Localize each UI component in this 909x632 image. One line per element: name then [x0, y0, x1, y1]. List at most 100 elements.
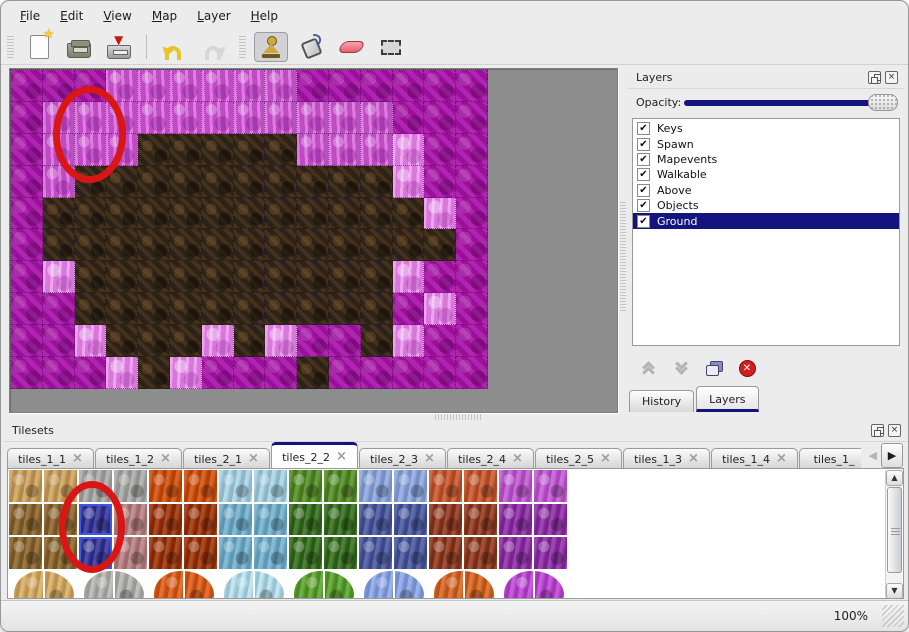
- map-tile-pink-rock[interactable]: [360, 101, 393, 134]
- tileset-tile-ember[interactable]: [429, 503, 462, 535]
- map-tile-dark-magenta-scale[interactable]: [11, 357, 43, 389]
- tileset-tile-ember[interactable]: [464, 503, 497, 535]
- tileset-tile-ice[interactable]: [219, 503, 252, 535]
- map-tile-dark-magenta-scale[interactable]: [297, 70, 329, 102]
- tileset-blob-cell[interactable]: [289, 571, 359, 598]
- map-tile-dark-brown-rock[interactable]: [265, 229, 298, 262]
- map-tile-bright-pink-rock[interactable]: [424, 293, 457, 326]
- tileset-tile-ember[interactable]: [429, 537, 462, 569]
- map-tile-bright-pink-rock[interactable]: [392, 133, 425, 166]
- map-tile-dark-brown-rock[interactable]: [233, 165, 266, 198]
- tileset-tile-ice[interactable]: [219, 537, 252, 569]
- layer-row-objects[interactable]: ✔ Objects: [633, 198, 899, 213]
- scrollbar-up-icon[interactable]: ▲: [886, 470, 903, 486]
- menu-map[interactable]: Map: [151, 8, 178, 23]
- map-tile-dark-magenta-scale[interactable]: [11, 101, 43, 134]
- tileset-scrollbar[interactable]: ▲ ▼: [885, 470, 903, 598]
- map-tile-pink-rock[interactable]: [138, 70, 170, 102]
- tileset-tile-lava[interactable]: [149, 537, 182, 569]
- map-tile-dark-magenta-scale[interactable]: [11, 197, 43, 230]
- tileset-tile-sand[interactable]: [9, 503, 42, 535]
- layer-visibility-checkbox[interactable]: ✔: [637, 199, 650, 213]
- stamp-tool-button[interactable]: [254, 32, 288, 62]
- tileset-tile-web[interactable]: [534, 470, 567, 502]
- map-tile-bright-pink-rock[interactable]: [42, 261, 75, 294]
- toolbar-drag-handle[interactable]: [239, 36, 246, 58]
- tileset-tile-web[interactable]: [499, 503, 532, 535]
- save-button[interactable]: [102, 32, 136, 62]
- map-tile-dark-magenta-scale[interactable]: [233, 357, 266, 389]
- map-tile-dark-brown-rock[interactable]: [138, 357, 170, 389]
- map-tile-dark-brown-rock[interactable]: [169, 261, 202, 294]
- float-panel-icon[interactable]: [868, 71, 881, 84]
- map-tile-dark-brown-rock[interactable]: [233, 261, 266, 294]
- map-tile-dark-magenta-scale[interactable]: [424, 325, 457, 358]
- vertical-splitter-handle[interactable]: [620, 201, 626, 311]
- map-tile-pink-rock[interactable]: [297, 133, 329, 166]
- tab-layers[interactable]: Layers: [696, 386, 759, 412]
- tileset-blob-cell[interactable]: [9, 571, 79, 598]
- map-tile-dark-magenta-scale[interactable]: [11, 133, 43, 166]
- map-tile-dark-brown-rock[interactable]: [169, 165, 202, 198]
- map-tile-dark-brown-rock[interactable]: [74, 229, 107, 262]
- tileset-blob-cell[interactable]: [429, 571, 499, 598]
- map-tile-dark-brown-rock[interactable]: [233, 325, 266, 358]
- map-tile-dark-brown-rock[interactable]: [138, 325, 170, 358]
- map-tile-pink-rock[interactable]: [360, 133, 393, 166]
- map-tile-pink-rock[interactable]: [169, 70, 202, 102]
- tileset-tile-lava[interactable]: [149, 503, 182, 535]
- map-tile-dark-magenta-scale[interactable]: [11, 229, 43, 262]
- float-panel-icon[interactable]: [871, 424, 884, 437]
- map-tile-dark-magenta-scale[interactable]: [11, 293, 43, 326]
- layer-row-spawn[interactable]: ✔ Spawn: [633, 136, 899, 151]
- delete-layer-button[interactable]: ✕: [735, 356, 759, 380]
- tab-close-icon[interactable]: ×: [600, 451, 611, 466]
- tileset-tab-tiles_1_1[interactable]: tiles_1_1 ×: [7, 448, 94, 469]
- map-tile-dark-brown-rock[interactable]: [265, 133, 298, 166]
- map-tile-dark-magenta-scale[interactable]: [456, 165, 488, 198]
- tab-close-icon[interactable]: ×: [776, 451, 787, 466]
- duplicate-layer-button[interactable]: [702, 356, 726, 380]
- map-tile-dark-magenta-scale[interactable]: [392, 293, 425, 326]
- map-tile-dark-magenta-scale[interactable]: [42, 293, 75, 326]
- map-tile-dark-magenta-scale[interactable]: [456, 229, 488, 262]
- tileset-tile-vine[interactable]: [324, 470, 357, 502]
- tileset-tile-crystal[interactable]: [359, 503, 392, 535]
- map-tile-dark-magenta-scale[interactable]: [392, 101, 425, 134]
- map-tile-bright-pink-rock[interactable]: [74, 325, 107, 358]
- map-tile-bright-pink-rock[interactable]: [169, 357, 202, 389]
- map-tile-dark-magenta-scale[interactable]: [424, 261, 457, 294]
- map-tile-bright-pink-rock[interactable]: [106, 357, 139, 389]
- map-tile-dark-magenta-scale[interactable]: [201, 357, 234, 389]
- map-tile-bright-pink-rock[interactable]: [392, 165, 425, 198]
- map-tile-pink-rock[interactable]: [42, 165, 75, 198]
- resize-grip[interactable]: [882, 605, 904, 627]
- tileset-blob-cell[interactable]: [219, 571, 289, 598]
- map-tile-dark-brown-rock[interactable]: [297, 261, 329, 294]
- map-tile-dark-magenta-scale[interactable]: [42, 325, 75, 358]
- map-tile-bright-pink-rock[interactable]: [201, 325, 234, 358]
- move-layer-down-button[interactable]: [669, 356, 693, 380]
- map-tile-dark-brown-rock[interactable]: [328, 197, 361, 230]
- map-tile-dark-brown-rock[interactable]: [297, 357, 329, 389]
- tileset-tile-ice[interactable]: [254, 503, 287, 535]
- tileset-tile-lava[interactable]: [184, 537, 217, 569]
- map-tile-dark-magenta-scale[interactable]: [11, 70, 43, 102]
- map-tile-dark-magenta-scale[interactable]: [392, 357, 425, 389]
- map-tile-dark-brown-rock[interactable]: [233, 293, 266, 326]
- layer-visibility-checkbox[interactable]: ✔: [637, 214, 650, 228]
- map-tile-dark-magenta-scale[interactable]: [456, 133, 488, 166]
- map-tile-dark-brown-rock[interactable]: [201, 229, 234, 262]
- map-tile-dark-brown-rock[interactable]: [138, 261, 170, 294]
- layer-row-keys[interactable]: ✔ Keys: [633, 121, 899, 136]
- map-tile-dark-brown-rock[interactable]: [106, 197, 139, 230]
- tileset-tile-rock[interactable]: [114, 470, 147, 502]
- map-tile-dark-brown-rock[interactable]: [169, 325, 202, 358]
- map-tile-dark-magenta-scale[interactable]: [456, 101, 488, 134]
- open-folder-button[interactable]: [62, 32, 96, 62]
- map-tile-dark-magenta-scale[interactable]: [11, 165, 43, 198]
- tab-close-icon[interactable]: ×: [72, 451, 83, 466]
- map-tile-dark-brown-rock[interactable]: [169, 229, 202, 262]
- map-tile-grid[interactable]: [10, 69, 488, 389]
- layer-row-ground[interactable]: ✔ Ground: [633, 213, 899, 229]
